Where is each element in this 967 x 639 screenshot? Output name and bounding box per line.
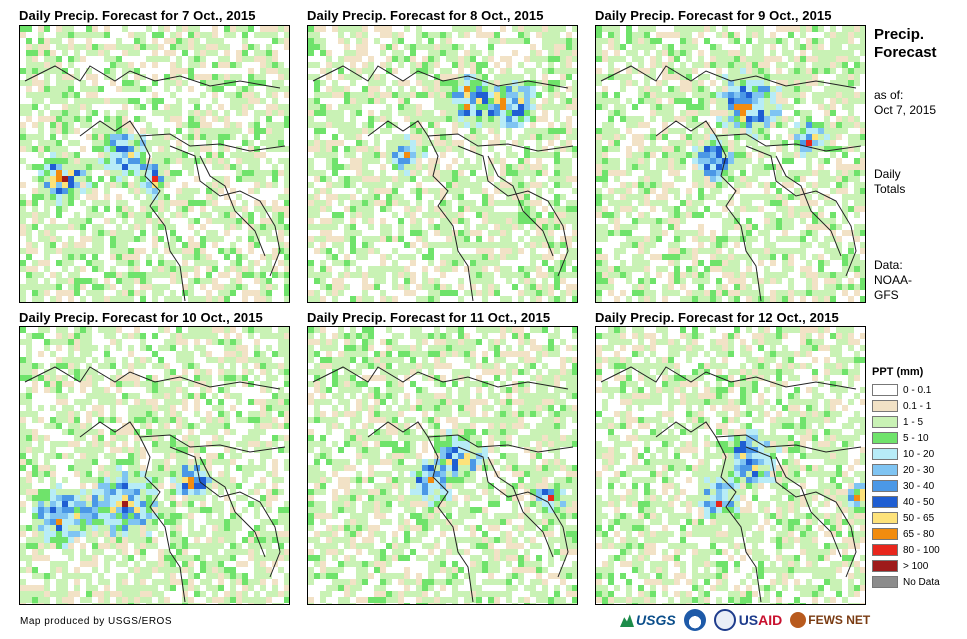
country-borders bbox=[312, 65, 574, 302]
legend-label: > 100 bbox=[903, 560, 929, 572]
precip-map bbox=[595, 326, 866, 605]
legend-swatch bbox=[872, 448, 898, 460]
legend-item: 20 - 30 bbox=[872, 462, 940, 478]
credit-text: Map produced by USGS/EROS bbox=[20, 616, 173, 627]
country-borders bbox=[24, 366, 286, 603]
as-of-date: as of: Oct 7, 2015 bbox=[874, 88, 937, 117]
legend-item: 0.1 - 1 bbox=[872, 398, 940, 414]
precip-field bbox=[20, 26, 289, 302]
legend-item: 5 - 10 bbox=[872, 430, 940, 446]
legend-swatch bbox=[872, 544, 898, 556]
precip-map bbox=[19, 326, 290, 605]
precip-field bbox=[596, 26, 865, 302]
legend-label: 1 - 5 bbox=[903, 416, 924, 428]
legend-label: 0 - 0.1 bbox=[903, 384, 932, 396]
legend-swatch bbox=[872, 384, 898, 396]
legend-swatch bbox=[872, 528, 898, 540]
legend-item: 1 - 5 bbox=[872, 414, 940, 430]
legend-title: PPT (mm) bbox=[872, 366, 924, 378]
legend-label: 40 - 50 bbox=[903, 496, 935, 508]
legend-item: > 100 bbox=[872, 558, 940, 574]
panel-title: Daily Precip. Forecast for 11 Oct., 2015 bbox=[307, 310, 551, 325]
precip-field bbox=[308, 327, 577, 604]
legend-label: 30 - 40 bbox=[903, 480, 935, 492]
legend-label: 5 - 10 bbox=[903, 432, 929, 444]
usgs-icon bbox=[620, 614, 634, 627]
precip-map bbox=[19, 25, 290, 303]
legend-item: 65 - 80 bbox=[872, 526, 940, 542]
data-source: Data: NOAA- GFS bbox=[874, 258, 913, 302]
fews-globe-icon bbox=[790, 612, 807, 628]
usgs-logo: USGS bbox=[620, 612, 676, 628]
panel-title: Daily Precip. Forecast for 9 Oct., 2015 bbox=[595, 8, 832, 23]
legend-item: 0 - 0.1 bbox=[872, 382, 940, 398]
panel-title: Daily Precip. Forecast for 8 Oct., 2015 bbox=[307, 8, 544, 23]
legend-swatch bbox=[872, 480, 898, 492]
legend-label: No Data bbox=[903, 576, 940, 588]
legend-item: No Data bbox=[872, 574, 940, 590]
legend-label: 65 - 80 bbox=[903, 528, 935, 540]
legend-swatch bbox=[872, 432, 898, 444]
legend-swatch bbox=[872, 496, 898, 508]
legend-swatch bbox=[872, 576, 898, 588]
precip-field bbox=[596, 327, 865, 604]
country-borders bbox=[600, 65, 862, 302]
legend-item: 50 - 65 bbox=[872, 510, 940, 526]
precip-field bbox=[308, 26, 577, 302]
panel-title: Daily Precip. Forecast for 10 Oct., 2015 bbox=[19, 310, 263, 325]
precip-field bbox=[20, 327, 289, 604]
fews-net-logo: FEWS NET bbox=[790, 612, 870, 628]
legend-swatch bbox=[872, 512, 898, 524]
country-borders bbox=[600, 366, 862, 603]
legend-label: 50 - 65 bbox=[903, 512, 935, 524]
panel-title: Daily Precip. Forecast for 12 Oct., 2015 bbox=[595, 310, 839, 325]
country-borders bbox=[24, 65, 286, 302]
legend-label: 10 - 20 bbox=[903, 448, 935, 460]
country-borders bbox=[312, 366, 574, 603]
legend-item: 80 - 100 bbox=[872, 542, 940, 558]
precip-map bbox=[595, 25, 866, 303]
legend-swatch bbox=[872, 464, 898, 476]
noaa-logo bbox=[683, 609, 706, 631]
precip-map bbox=[307, 25, 578, 303]
legend-swatch bbox=[872, 560, 898, 572]
side-title: Precip. Forecast bbox=[874, 26, 937, 61]
legend-label: 20 - 30 bbox=[903, 464, 935, 476]
noaa-seal-icon bbox=[683, 609, 706, 631]
usaid-logo: USAID bbox=[713, 609, 782, 631]
legend-swatch bbox=[872, 400, 898, 412]
legend-label: 80 - 100 bbox=[903, 544, 940, 556]
panel-title: Daily Precip. Forecast for 7 Oct., 2015 bbox=[19, 8, 256, 23]
legend-label: 0.1 - 1 bbox=[903, 400, 932, 412]
daily-totals-note: Daily Totals bbox=[874, 167, 906, 196]
legend-item: 30 - 40 bbox=[872, 478, 940, 494]
agency-logos: USGS USAID FEWS NET bbox=[620, 607, 878, 633]
legend-item: 10 - 20 bbox=[872, 446, 940, 462]
usaid-seal-icon bbox=[713, 609, 736, 631]
precip-legend: PPT (mm) 0 - 0.1 0.1 - 1 1 - 5 5 - 10 10 - 2… bbox=[872, 366, 940, 590]
precip-map bbox=[307, 326, 578, 605]
legend-swatch bbox=[872, 416, 898, 428]
legend-item: 40 - 50 bbox=[872, 494, 940, 510]
